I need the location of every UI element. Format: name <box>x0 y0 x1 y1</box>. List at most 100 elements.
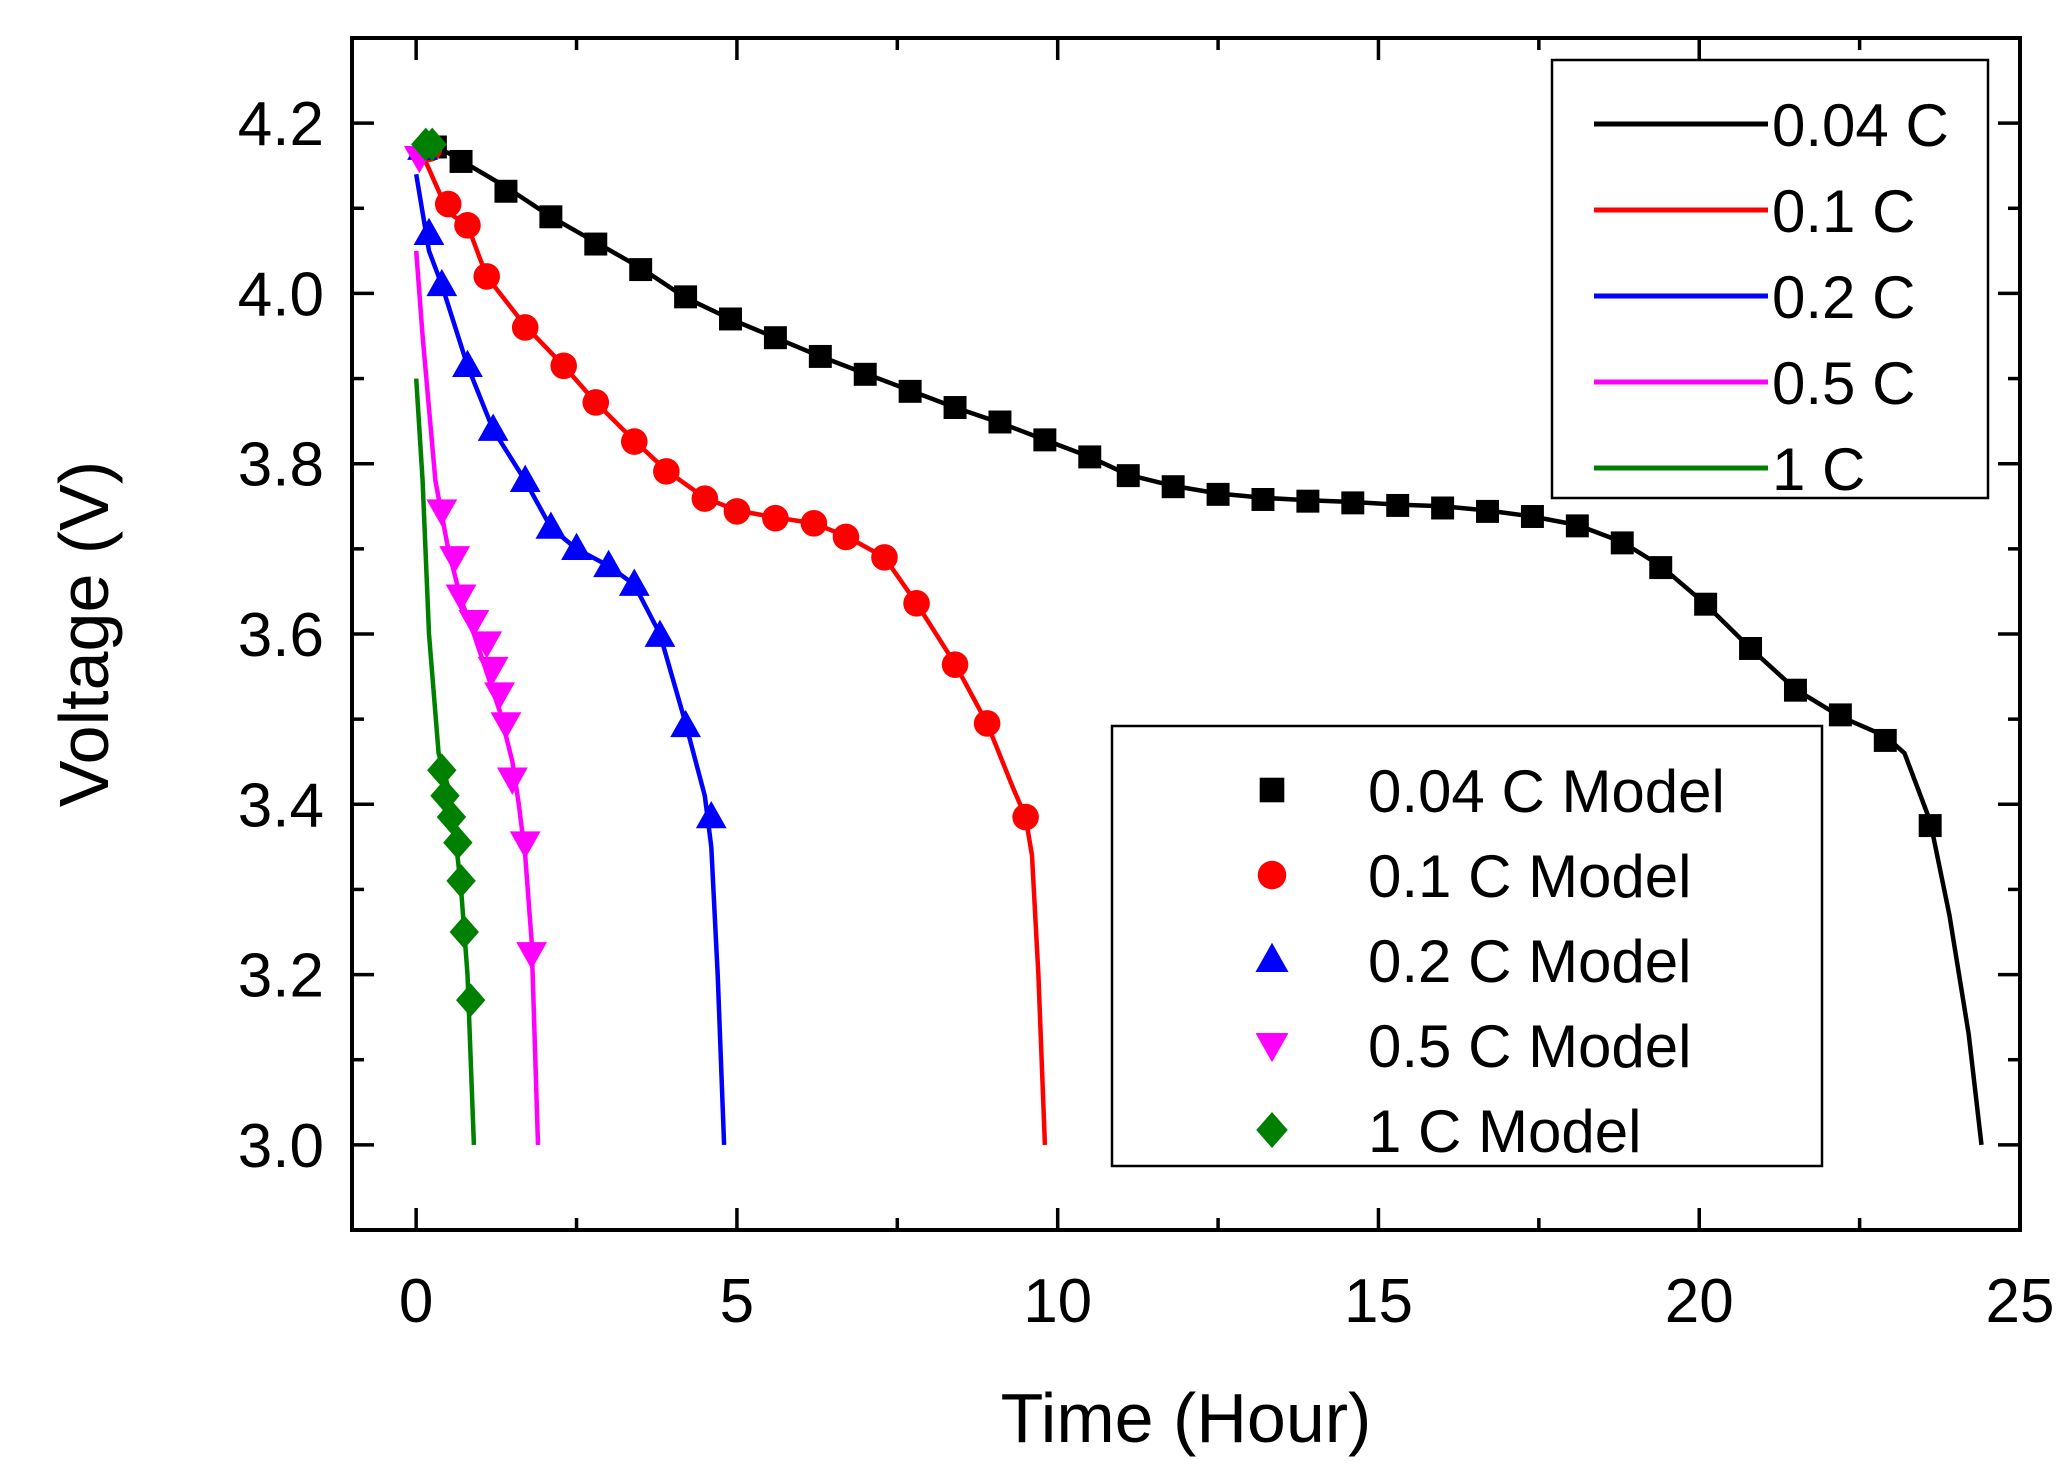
legend-line-label-0p2-c: 0.2 C <box>1772 264 1915 331</box>
axis-ticks <box>352 38 2022 1230</box>
point-0p1-c-12 <box>800 510 828 537</box>
point-0p2-c-9 <box>618 568 650 596</box>
legend-marker-label-0p2-c: 0.2 C Model <box>1368 928 1692 995</box>
curve-0p1-c <box>414 139 1048 1145</box>
point-0p2-c-1 <box>413 217 445 246</box>
point-0p04-c-12 <box>943 396 967 419</box>
y-tick-label: 3.8 <box>238 431 324 500</box>
point-0p1-c-9 <box>691 485 719 512</box>
legend-marker-swatch-0p2-c <box>1255 942 1289 972</box>
legend-line-label-1-c: 1 C <box>1772 436 1865 503</box>
x-tick-label: 25 <box>1986 1267 2055 1336</box>
legend-marker-swatch-0p5-c <box>1255 1033 1289 1063</box>
point-0p04-c-8 <box>763 326 787 350</box>
point-0p04-c-5 <box>629 258 653 282</box>
x-axis-title: Time (Hour) <box>1001 1379 1372 1457</box>
legend-lines-box <box>1550 58 1990 500</box>
y-tick-label: 3.4 <box>238 771 324 840</box>
point-1-c-1 <box>417 127 447 162</box>
legend-line-label-0p1-c: 0.1 C <box>1772 178 1915 245</box>
point-0p5-c-1 <box>426 499 458 527</box>
point-0p2-c-4 <box>477 413 509 441</box>
point-0p04-c-3 <box>539 205 563 229</box>
point-1-c-4 <box>436 800 467 834</box>
point-0p04-c-20 <box>1296 489 1320 513</box>
point-0p04-c-30 <box>1739 636 1763 660</box>
legend-lines: 0.04 C 0.1 C 0.2 C 0.5 C 1 C <box>1550 58 1990 503</box>
legend-marker-label-0p5-c: 0.5 C Model <box>1368 1013 1692 1080</box>
point-0p04-c-28 <box>1649 556 1673 580</box>
point-0p5-c-9 <box>496 767 528 795</box>
x-tick-label: 0 <box>399 1267 433 1336</box>
point-0p04-c-10 <box>853 362 877 386</box>
point-0p2-c-6 <box>535 511 567 539</box>
point-0p04-c-26 <box>1565 514 1589 538</box>
point-0p04-c-32 <box>1828 703 1852 727</box>
legend-markers-box <box>1110 724 1824 1168</box>
point-0p5-c-4 <box>458 610 490 638</box>
point-0p04-c-1 <box>449 149 473 173</box>
point-0p1-c-1 <box>434 190 462 218</box>
point-0p5-c-5 <box>471 631 503 659</box>
point-0p2-c-7 <box>561 532 592 561</box>
point-0p1-c-11 <box>762 504 789 532</box>
point-0p1-c-15 <box>903 590 930 617</box>
point-0p2-c-10 <box>644 619 676 647</box>
point-0p1-c-5 <box>550 352 578 380</box>
point-0p2-c-8 <box>593 549 625 578</box>
point-0p04-c-9 <box>808 344 832 368</box>
point-0p04-c-23 <box>1431 496 1455 520</box>
point-0p04-c-17 <box>1161 475 1185 499</box>
point-0p1-c-4 <box>511 314 539 341</box>
point-0p2-c-12 <box>695 800 727 829</box>
point-0p04-c-33 <box>1873 728 1897 752</box>
point-0p1-c-17 <box>973 710 1001 737</box>
point-0p2-c-3 <box>452 349 483 377</box>
point-0p04-c-34 <box>1918 814 1942 838</box>
legend-line-label-0p04-c: 0.04 C <box>1772 92 1949 159</box>
point-0p5-c-8 <box>490 712 522 740</box>
point-1-c-8 <box>455 983 486 1017</box>
legend-marker-label-1-c: 1 C Model <box>1368 1098 1641 1165</box>
y-tick-label: 4.0 <box>238 260 324 329</box>
point-0p04-c-19 <box>1251 487 1275 511</box>
y-axis-title: Voltage (V) <box>45 461 123 807</box>
point-1-c-2 <box>427 753 457 788</box>
x-tick-label: 20 <box>1665 1267 1734 1336</box>
point-0p04-c-24 <box>1476 499 1500 523</box>
point-0p1-c-3 <box>473 263 501 290</box>
point-0p1-c-6 <box>582 389 610 416</box>
point-0p5-c-10 <box>509 831 541 859</box>
legend-marker-swatch-1-c <box>1256 1112 1288 1148</box>
x-tick-label: 15 <box>1344 1267 1413 1336</box>
y-tick-label: 3.0 <box>238 1112 324 1181</box>
x-tick-label: 10 <box>1023 1267 1092 1336</box>
legend-line-label-0p5-c: 0.5 C <box>1772 350 1915 417</box>
legend-marker-swatch-0p1-c <box>1257 860 1287 890</box>
legend-marker-swatch-0p04-c <box>1259 777 1285 803</box>
point-0p2-c-11 <box>670 709 701 738</box>
point-0p5-c-3 <box>445 584 477 612</box>
point-0p04-c-14 <box>1033 428 1057 452</box>
point-0p04-c-22 <box>1386 493 1410 517</box>
point-0p5-c-7 <box>484 682 515 710</box>
point-0p04-c-18 <box>1206 482 1230 506</box>
point-1-c-7 <box>449 915 479 949</box>
point-0p1-c-10 <box>723 498 751 525</box>
point-0p04-c-2 <box>494 179 518 203</box>
point-0p2-c-2 <box>426 268 458 297</box>
legend-marker-label-0p04-c: 0.04 C Model <box>1368 758 1725 825</box>
point-0p04-c-7 <box>719 307 742 331</box>
axis-tick-labels: 0 5 10 15 20 25 3.0 3.2 3.4 3.6 3.8 4.0 4.2 <box>238 90 2055 1336</box>
x-tick-label: 5 <box>720 1267 754 1336</box>
y-tick-label: 3.6 <box>238 601 324 670</box>
point-0p2-c-5 <box>509 464 541 492</box>
point-0p04-c-21 <box>1341 491 1365 515</box>
point-0p1-c-14 <box>871 544 898 571</box>
point-0p1-c-2 <box>454 212 481 239</box>
point-0p5-c-11 <box>516 942 548 970</box>
point-1-c-6 <box>446 864 476 898</box>
legend-markers: 0.04 C Model 0.1 C Model 0.2 C Model 0.5 C … <box>1110 724 1824 1168</box>
point-0p1-c-13 <box>832 523 860 551</box>
